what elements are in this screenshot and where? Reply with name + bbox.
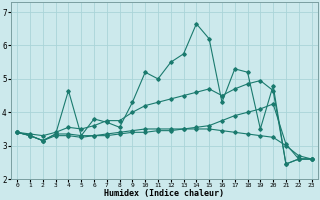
- X-axis label: Humidex (Indice chaleur): Humidex (Indice chaleur): [104, 189, 224, 198]
